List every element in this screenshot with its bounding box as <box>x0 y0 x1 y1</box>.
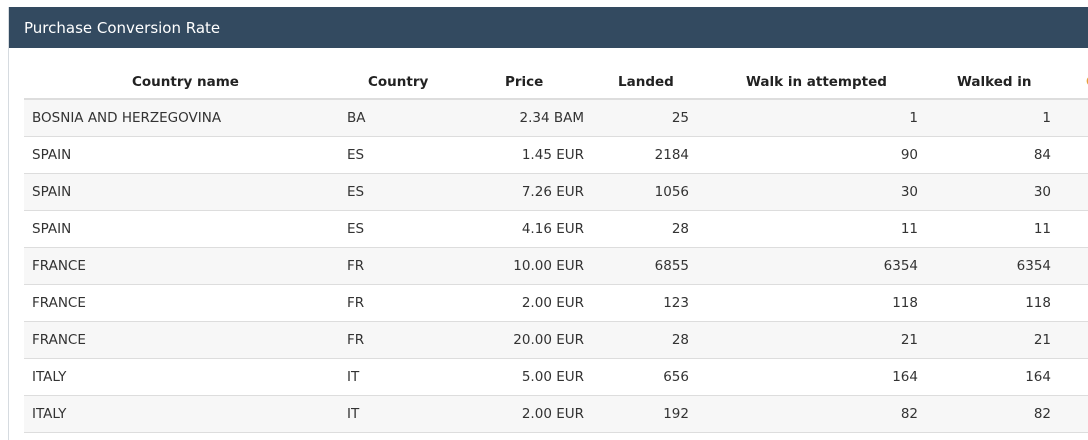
column-header-walk-in-attempted[interactable]: Walk in attempted <box>746 73 887 90</box>
price-cell: 1.45 EUR <box>521 147 584 163</box>
price-cell: 4.16 EUR <box>521 221 584 237</box>
landed-cell: 656 <box>663 369 689 385</box>
column-header-country[interactable]: Country <box>368 73 429 90</box>
walk-in-attempted-cell: 30 <box>900 184 918 200</box>
price-cell: 10.00 EUR <box>513 258 584 274</box>
walk-in-attempted-cell: 11 <box>900 221 918 237</box>
walked-in-cell: 6354 <box>1016 258 1051 274</box>
walk-in-attempted-cell: 21 <box>900 332 918 348</box>
walked-in-cell: 118 <box>1025 295 1051 311</box>
country-name-cell: ITALY <box>32 406 67 422</box>
walk-in-attempted-cell: 164 <box>892 369 918 385</box>
column-header-price[interactable]: Price <box>505 73 544 90</box>
country-name-cell: ITALY <box>32 369 67 385</box>
country-name-cell: SPAIN <box>32 184 72 200</box>
price-cell: 7.26 EUR <box>521 184 584 200</box>
table-row[interactable]: SPAIN ES 1.45 EUR 2184 90 84 <box>24 137 1088 174</box>
price-cell: 2.34 BAM <box>519 110 585 126</box>
walk-in-attempted-cell: 82 <box>900 406 918 422</box>
walked-in-cell: 1 <box>1042 110 1051 126</box>
country-code-cell: BA <box>347 110 366 126</box>
table-row[interactable]: BOSNIA AND HERZEGOVINA BA 2.34 BAM 25 1 1 <box>24 100 1088 137</box>
table-row[interactable]: SPAIN ES 4.16 EUR 28 11 11 <box>24 211 1088 248</box>
table-row[interactable]: FRANCE FR 2.00 EUR 123 118 118 <box>24 285 1088 322</box>
country-code-cell: FR <box>347 295 365 311</box>
landed-cell: 1056 <box>654 184 689 200</box>
landed-cell: 28 <box>671 221 689 237</box>
walk-in-attempted-cell: 118 <box>892 295 918 311</box>
country-code-cell: ES <box>347 184 365 200</box>
conversion-table: Country name Country Price Landed Walk i… <box>24 65 1088 433</box>
walked-in-cell: 30 <box>1033 184 1051 200</box>
country-name-cell: FRANCE <box>32 332 86 348</box>
walked-in-cell: 82 <box>1033 406 1051 422</box>
price-cell: 2.00 EUR <box>521 295 584 311</box>
walk-in-attempted-cell: 1 <box>909 110 918 126</box>
walked-in-cell: 21 <box>1033 332 1051 348</box>
country-name-cell: FRANCE <box>32 258 86 274</box>
landed-cell: 2184 <box>654 147 689 163</box>
table-row[interactable]: SPAIN ES 7.26 EUR 1056 30 30 <box>24 174 1088 211</box>
table-row[interactable]: ITALY IT 2.00 EUR 192 82 82 <box>24 396 1088 433</box>
walked-in-cell: 164 <box>1025 369 1051 385</box>
landed-cell: 6855 <box>654 258 689 274</box>
column-header-landed[interactable]: Landed <box>618 73 674 90</box>
table-body: BOSNIA AND HERZEGOVINA BA 2.34 BAM 25 1 1 SPAI… <box>24 100 1088 433</box>
panel-header: Purchase Conversion Rate <box>9 7 1088 48</box>
table-row[interactable]: FRANCE FR 20.00 EUR 28 21 21 <box>24 322 1088 359</box>
conversion-panel: Purchase Conversion Rate Country name Co… <box>8 7 1088 440</box>
walked-in-cell: 11 <box>1033 221 1051 237</box>
landed-cell: 123 <box>663 295 689 311</box>
table-header: Country name Country Price Landed Walk i… <box>24 65 1088 100</box>
country-code-cell: ES <box>347 147 365 163</box>
table-row[interactable]: ITALY IT 5.00 EUR 656 164 164 <box>24 359 1088 396</box>
price-cell: 2.00 EUR <box>521 406 584 422</box>
landed-cell: 28 <box>671 332 689 348</box>
landed-cell: 25 <box>671 110 689 126</box>
country-code-cell: IT <box>347 369 360 385</box>
country-code-cell: IT <box>347 406 360 422</box>
country-name-cell: SPAIN <box>32 221 72 237</box>
table-row[interactable]: FRANCE FR 10.00 EUR 6855 6354 6354 <box>24 248 1088 285</box>
column-header-truncated[interactable]: C <box>1086 74 1088 90</box>
walked-in-cell: 84 <box>1033 147 1051 163</box>
panel-title: Purchase Conversion Rate <box>24 18 221 37</box>
price-cell: 5.00 EUR <box>521 369 584 385</box>
landed-cell: 192 <box>663 406 689 422</box>
column-header-walked-in[interactable]: Walked in <box>957 73 1032 90</box>
country-name-cell: SPAIN <box>32 147 72 163</box>
walk-in-attempted-cell: 90 <box>900 147 918 163</box>
country-name-cell: BOSNIA AND HERZEGOVINA <box>32 110 222 126</box>
country-name-cell: FRANCE <box>32 295 86 311</box>
walk-in-attempted-cell: 6354 <box>883 258 918 274</box>
country-code-cell: FR <box>347 258 365 274</box>
column-header-country-name[interactable]: Country name <box>132 73 239 90</box>
price-cell: 20.00 EUR <box>513 332 584 348</box>
country-code-cell: FR <box>347 332 365 348</box>
country-code-cell: ES <box>347 221 365 237</box>
